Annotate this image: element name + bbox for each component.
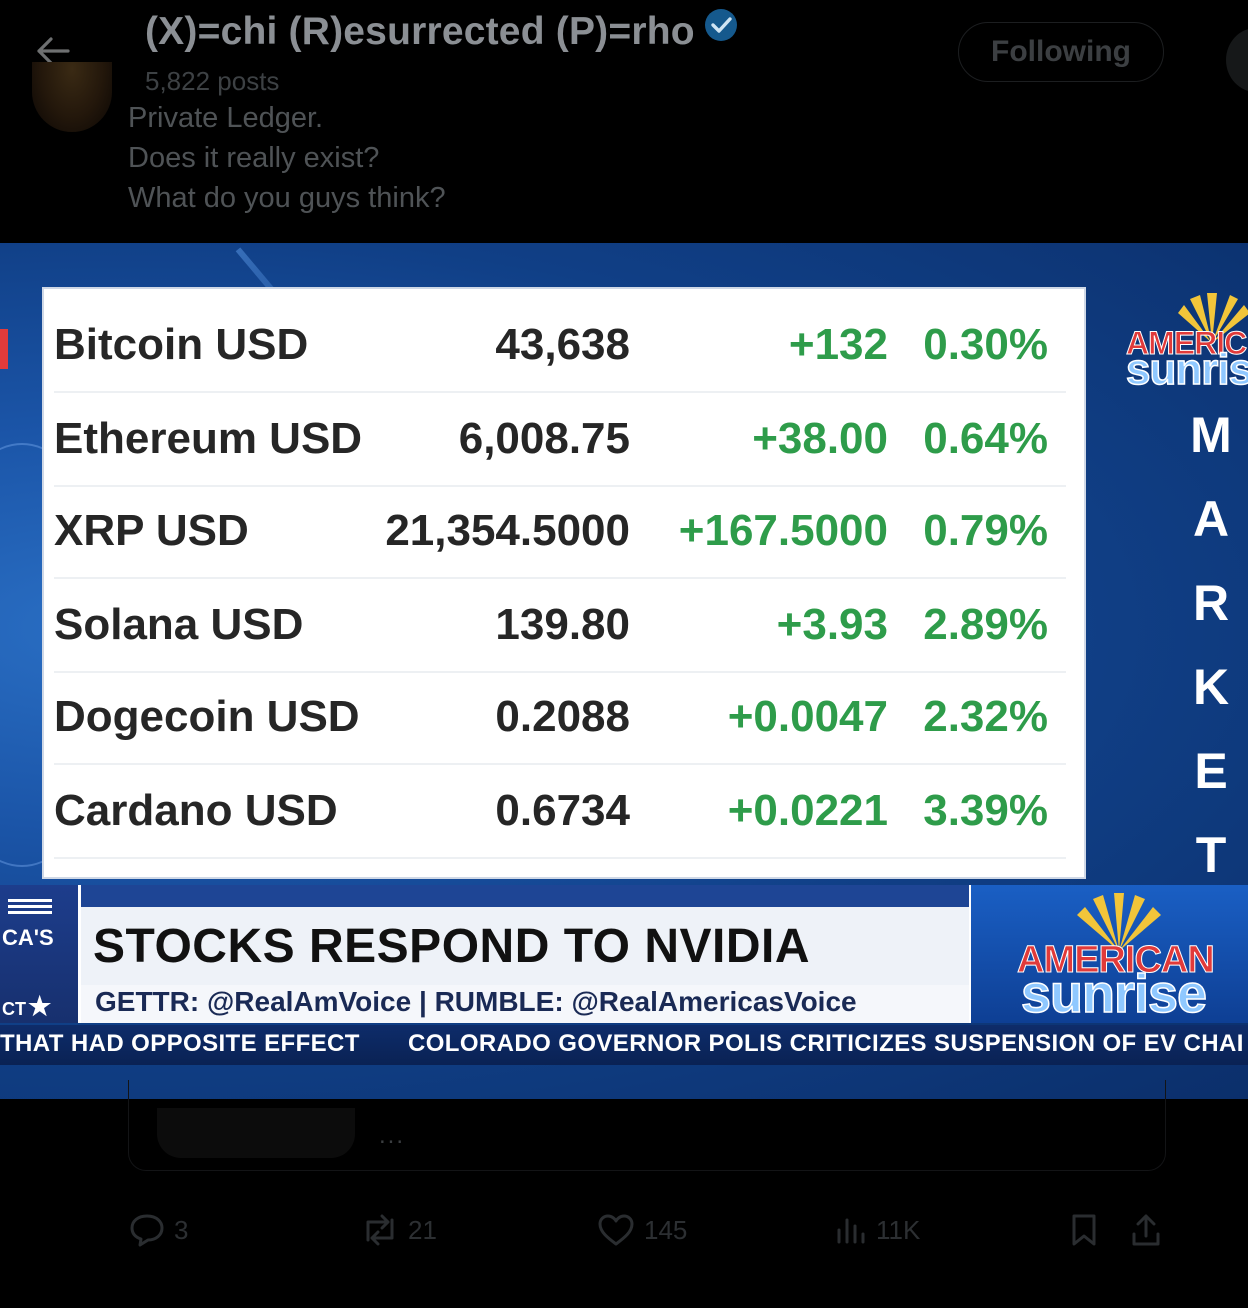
quoted-media bbox=[157, 1108, 355, 1158]
side-logo-top-text: AMERIC bbox=[1125, 325, 1247, 362]
headline-bar: STOCKS RESPOND TO NVIDIA GETTR: @RealAmV… bbox=[81, 885, 969, 1023]
views-button[interactable]: 11K bbox=[834, 1200, 920, 1260]
quoted-more-text: ... bbox=[379, 1122, 406, 1149]
reply-icon bbox=[130, 1214, 164, 1247]
post-line: What do you guys think? bbox=[128, 182, 446, 214]
following-button[interactable]: Following bbox=[958, 22, 1164, 82]
network-bug-bottom: CT★ bbox=[2, 991, 51, 1022]
post-line: Does it really exist? bbox=[128, 142, 380, 174]
table-row: XRP USD 21,354.5000 +167.5000 0.79% bbox=[54, 485, 1066, 579]
back-button[interactable] bbox=[30, 28, 76, 74]
coin-change: +132 bbox=[788, 320, 888, 369]
more-options-button[interactable] bbox=[1226, 28, 1248, 92]
coin-price: 0.6734 bbox=[495, 786, 630, 835]
share-button[interactable] bbox=[1128, 1200, 1172, 1260]
coin-name: Dogecoin USD bbox=[54, 692, 360, 741]
market-letter: M bbox=[1190, 407, 1232, 463]
coin-price: 139.80 bbox=[495, 600, 630, 649]
repost-count: 21 bbox=[408, 1214, 437, 1245]
posts-count: 5,822 posts bbox=[145, 66, 280, 96]
side-logo-bottom-text: sunris bbox=[1125, 344, 1248, 395]
sunburst-icon bbox=[1178, 293, 1248, 343]
share-icon bbox=[1132, 1214, 1160, 1246]
heart-icon bbox=[598, 1214, 634, 1246]
repost-icon bbox=[366, 1214, 394, 1246]
coin-change: +0.0047 bbox=[727, 692, 888, 741]
network-bug-top: CA'S bbox=[2, 925, 54, 950]
logo-top-text: AMERICAN bbox=[1017, 939, 1216, 982]
coin-price: 6,008.75 bbox=[458, 414, 630, 463]
table-row: Bitcoin USD 43,638 +132 0.30% bbox=[54, 299, 1066, 393]
market-letter: R bbox=[1192, 575, 1230, 631]
post-video[interactable]: Bitcoin USD 43,638 +132 0.30% Ethereum U… bbox=[0, 243, 1248, 1099]
lower-third: CA'S CT★ STOCKS RESPOND TO NVIDIA GETTR:… bbox=[0, 885, 1248, 1025]
table-row: Ethereum USD 6,008.75 +38.00 0.64% bbox=[54, 393, 1066, 487]
table-row: Dogecoin USD 0.2088 +0.0047 2.32% bbox=[54, 671, 1066, 765]
market-letter: T bbox=[1195, 827, 1227, 883]
view-count: 11K bbox=[876, 1214, 921, 1245]
coin-price: 0.2088 bbox=[495, 692, 630, 741]
social-handles: GETTR: @RealAmVoice | RUMBLE: @RealAmeri… bbox=[95, 986, 857, 1017]
logo-bottom-text: sunrise bbox=[1020, 963, 1208, 1025]
reply-count: 3 bbox=[174, 1214, 189, 1245]
market-letter: A bbox=[1192, 491, 1230, 547]
reply-button[interactable]: 3 bbox=[128, 1200, 188, 1260]
market-vertical-label: M A R K E T bbox=[1176, 393, 1246, 897]
bookmark-button[interactable] bbox=[1068, 1200, 1108, 1260]
network-bug-bottom-text: CT bbox=[2, 999, 26, 1019]
headline: STOCKS RESPOND TO NVIDIA bbox=[93, 920, 810, 973]
coin-percent: 2.32% bbox=[923, 692, 1048, 741]
table-row: Cardano USD 0.6734 +0.0221 3.39% bbox=[54, 765, 1066, 859]
coin-change: +3.93 bbox=[776, 600, 888, 649]
post-line: Private Ledger. bbox=[128, 102, 324, 134]
post-text: Private Ledger. Does it really exist? Wh… bbox=[128, 98, 446, 218]
coin-name: XRP USD bbox=[54, 506, 249, 555]
avatar[interactable] bbox=[32, 62, 112, 132]
display-name[interactable]: (X)=chi (R)esurrected (P)=rho bbox=[145, 7, 739, 57]
coin-name: Bitcoin USD bbox=[54, 320, 309, 369]
coin-percent: 0.64% bbox=[923, 414, 1048, 463]
like-button[interactable]: 145 bbox=[596, 1200, 687, 1260]
views-chart-icon bbox=[837, 1218, 865, 1244]
coin-name: Ethereum USD bbox=[54, 414, 363, 463]
verified-badge-icon bbox=[703, 7, 739, 53]
back-arrow-icon bbox=[37, 37, 70, 65]
post-actions: 3 21 145 11K bbox=[0, 1200, 1248, 1260]
crypto-price-table: Bitcoin USD 43,638 +132 0.30% Ethereum U… bbox=[44, 289, 1084, 877]
quoted-post[interactable]: ... bbox=[128, 1080, 1166, 1171]
coin-change: +0.0221 bbox=[727, 786, 888, 835]
coin-percent: 0.30% bbox=[923, 320, 1048, 369]
market-letter: E bbox=[1194, 743, 1228, 799]
star-icon: ★ bbox=[28, 991, 52, 1021]
coin-name: Cardano USD bbox=[54, 786, 338, 835]
flag-stripes-icon bbox=[8, 899, 52, 917]
coin-change: +167.5000 bbox=[678, 506, 888, 555]
coin-price: 21,354.5000 bbox=[385, 506, 630, 555]
ticker-item: COLORADO GOVERNOR POLIS CRITICIZES SUSPE… bbox=[408, 1030, 1244, 1057]
american-sunrise-logo: AMERICAN sunrise bbox=[969, 885, 1248, 1025]
news-ticker: THAT HAD OPPOSITE EFFECT COLORADO GOVERN… bbox=[0, 1025, 1248, 1065]
coin-change: +38.00 bbox=[752, 414, 888, 463]
coin-price: 43,638 bbox=[495, 320, 630, 369]
coin-percent: 3.39% bbox=[923, 786, 1048, 835]
repost-button[interactable]: 21 bbox=[360, 1200, 437, 1260]
side-show-logo: AMERIC sunris bbox=[1112, 283, 1248, 403]
ticker-item: THAT HAD OPPOSITE EFFECT bbox=[0, 1030, 360, 1057]
network-bug: CA'S CT★ bbox=[0, 885, 81, 1023]
profile-header: (X)=chi (R)esurrected (P)=rho 5,822 post… bbox=[0, 0, 1248, 132]
bookmark-icon bbox=[1072, 1214, 1096, 1246]
like-count: 145 bbox=[644, 1214, 688, 1245]
market-letter: K bbox=[1192, 659, 1230, 715]
sunburst-icon bbox=[1077, 893, 1161, 951]
coin-name: Solana USD bbox=[54, 600, 304, 649]
coin-percent: 0.79% bbox=[923, 506, 1048, 555]
display-name-text: (X)=chi (R)esurrected (P)=rho bbox=[145, 10, 695, 53]
left-edge-graphic bbox=[0, 329, 8, 369]
table-row: Solana USD 139.80 +3.93 2.89% bbox=[54, 579, 1066, 673]
headline-top-bar bbox=[81, 885, 969, 907]
coin-percent: 2.89% bbox=[923, 600, 1048, 649]
